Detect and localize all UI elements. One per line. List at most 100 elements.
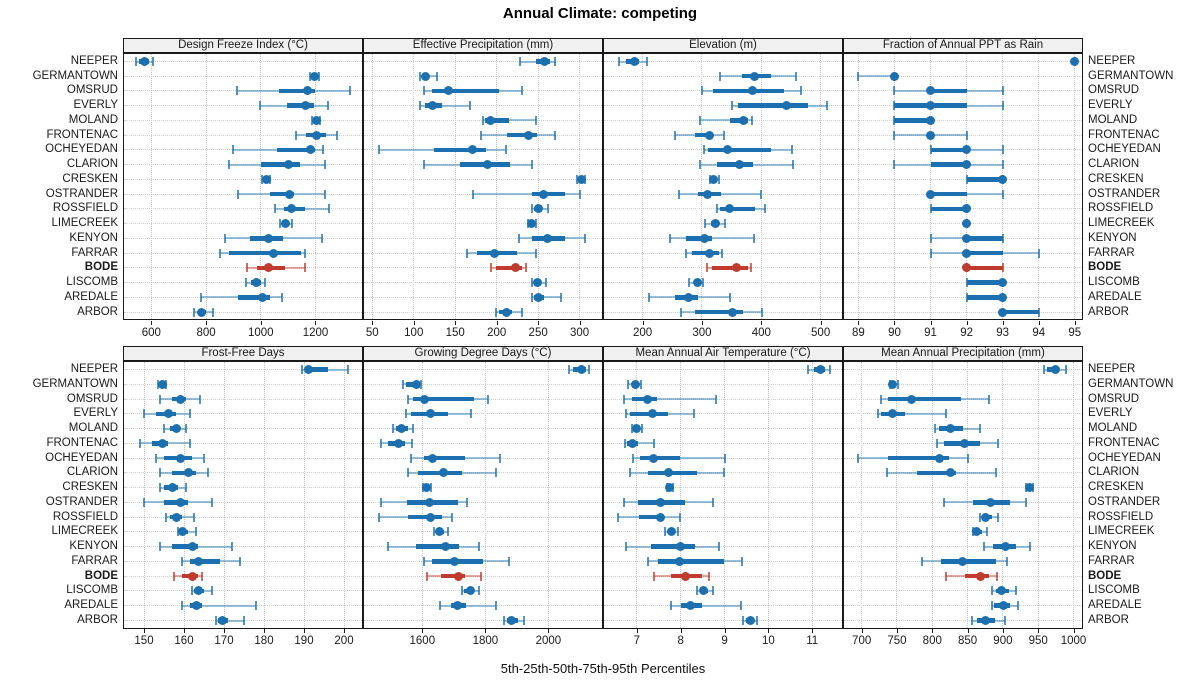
- whisker-cap-low: [236, 189, 239, 199]
- panel-plot-frost-free-days: [123, 360, 363, 629]
- x-gridline: [579, 53, 581, 319]
- x-gridline: [303, 361, 305, 628]
- x-tick-label: 900: [993, 635, 1013, 647]
- station-label-left: EVERLY: [73, 99, 118, 112]
- whisker-cap-low: [530, 292, 533, 302]
- median-dot: [539, 189, 549, 199]
- x-gridline: [143, 361, 145, 628]
- median-dot: [193, 556, 203, 566]
- median-dot: [750, 71, 760, 81]
- station-label-right: FRONTENAC: [1088, 128, 1160, 141]
- x-gridline: [636, 361, 638, 628]
- interquartile-bar: [270, 191, 295, 197]
- median-dot: [175, 453, 185, 463]
- whisker-cap-high: [714, 394, 717, 404]
- whisker-cap-low: [696, 586, 699, 596]
- median-dot: [171, 424, 181, 434]
- whisker-cap-low: [857, 453, 860, 463]
- row-gridline: [364, 61, 602, 62]
- whisker-cap-high: [723, 130, 726, 140]
- row-gridline: [364, 383, 602, 385]
- median-dot: [735, 160, 745, 170]
- median-dot: [629, 57, 639, 66]
- station-label-right: LISCOMB: [1088, 584, 1140, 597]
- interquartile-bar: [485, 118, 510, 123]
- panel-plot-mean-annual-air-temperature-c: [603, 360, 843, 629]
- whisker-cap-high: [470, 409, 473, 419]
- station-label-left: CLARION: [66, 466, 118, 479]
- median-dot: [177, 527, 187, 537]
- station-label-right: BODE: [1088, 569, 1122, 582]
- row-gridline: [124, 105, 362, 107]
- median-dot: [187, 542, 197, 552]
- x-gridline: [454, 53, 456, 319]
- interquartile-bar: [930, 147, 967, 153]
- whisker-cap-high: [740, 556, 743, 566]
- median-dot: [140, 57, 150, 66]
- interquartile-bar: [640, 455, 680, 461]
- row-gridline: [604, 61, 842, 62]
- whisker-cap-high: [412, 424, 415, 434]
- panel-strip-mean-annual-precipitation-mm: Mean Annual Precipitation (mm): [843, 345, 1083, 361]
- whisker-cap-high: [211, 497, 213, 507]
- whisker-cap-high: [547, 204, 550, 214]
- row-gridline: [844, 178, 1082, 180]
- whisker-cap-high: [151, 57, 154, 66]
- x-tick: [184, 629, 185, 633]
- whisker-cap-low: [278, 219, 281, 229]
- x-tick-label: 1200: [302, 327, 329, 339]
- median-dot: [301, 101, 311, 111]
- x-gridline: [1073, 361, 1075, 628]
- row-gridline: [364, 178, 602, 180]
- whisker-cap-low: [518, 57, 521, 66]
- x-tick-label: 10: [761, 635, 775, 647]
- whisker-cap-high: [1004, 616, 1007, 625]
- panel-strip-growing-degree-days-c: Growing Degree Days (°C): [363, 345, 603, 361]
- whisker-cap-low: [472, 189, 475, 199]
- median-dot: [926, 130, 936, 140]
- median-dot: [438, 468, 448, 478]
- whisker-cap-low: [718, 71, 721, 81]
- row-gridline: [604, 442, 842, 444]
- median-dot: [533, 204, 543, 214]
- whisker-cap-high: [348, 86, 351, 96]
- whisker-cap-high: [520, 307, 523, 317]
- station-label-right: FRONTENAC: [1088, 436, 1160, 449]
- station-label-right: ROSSFIELD: [1088, 202, 1154, 215]
- x-tick-label: 2000: [535, 635, 562, 647]
- whisker-cap-low: [677, 189, 680, 199]
- x-tick-label: 750: [887, 635, 907, 647]
- x-tick: [861, 629, 863, 633]
- median-dot: [704, 130, 714, 140]
- percentile-whisker: [624, 442, 655, 445]
- row-gridline: [124, 428, 362, 430]
- row-gridline: [124, 546, 362, 548]
- whisker-cap-high: [987, 394, 990, 404]
- median-dot: [686, 601, 696, 611]
- whisker-cap-high: [579, 189, 582, 199]
- whisker-cap-high: [790, 145, 793, 155]
- interquartile-bar: [888, 396, 961, 402]
- interquartile-bar: [260, 162, 301, 167]
- whisker-cap-low: [235, 86, 238, 96]
- row-gridline: [604, 590, 842, 592]
- x-gridline: [967, 361, 969, 628]
- station-label-left: OCHEYEDAN: [45, 143, 118, 156]
- station-label-right: GERMANTOWN: [1088, 377, 1174, 390]
- x-tick: [372, 320, 374, 325]
- whisker-cap-high: [1001, 160, 1004, 170]
- interquartile-bar: [966, 295, 1003, 300]
- percentile-whisker: [699, 119, 752, 122]
- median-dot: [782, 101, 792, 111]
- row-gridline: [844, 398, 1082, 400]
- row-gridline: [364, 501, 602, 503]
- whisker-cap-low: [139, 438, 141, 448]
- x-gridline: [1074, 53, 1076, 319]
- row-gridline: [604, 546, 842, 548]
- station-label-right: ARBOR: [1088, 305, 1129, 318]
- row-gridline: [844, 428, 1082, 430]
- median-dot: [193, 586, 203, 596]
- whisker-cap-low: [232, 145, 235, 155]
- chart-title: Annual Climate: competing: [502, 5, 698, 22]
- interquartile-bar: [172, 544, 198, 549]
